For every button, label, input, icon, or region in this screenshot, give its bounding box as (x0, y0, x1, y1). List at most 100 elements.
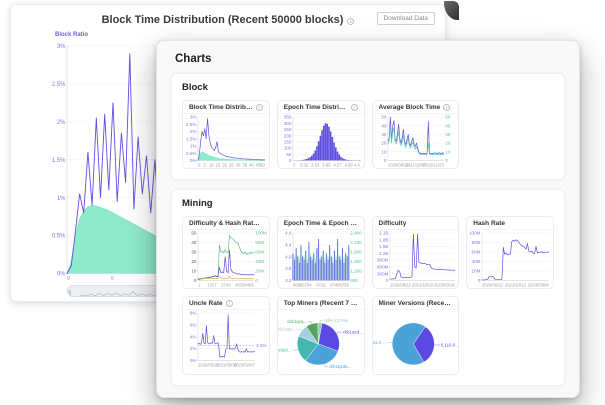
svg-text:2020/05/25: 2020/05/25 (198, 363, 220, 368)
svg-text:4.27: 4.27 (333, 163, 342, 168)
chart-card[interactable]: Uncle Rate i 8% 6% 4% 2% 0% 2020/05/25 2021/09… (182, 296, 270, 375)
svg-text:20M: 20M (255, 269, 264, 274)
chart-canvas[interactable]: 4.8 4.4 4.0 3.6 3.2 2,400 2,100 1,800 1,500 1,200… (278, 230, 364, 288)
chart-card[interactable]: Difficulty & Hash Rate & Uncle Rate 50 40… (182, 216, 270, 289)
svg-text:ckb1qzd...: ckb1qzd... (342, 330, 362, 335)
svg-text:2%: 2% (190, 346, 197, 351)
chart-canvas[interactable]: 50 40 30 20 10 0 50 40 30 20 10 0 2020/08/22 2021/10/… (373, 114, 459, 168)
svg-text:0: 0 (385, 278, 388, 283)
svg-text:80M: 80M (255, 240, 264, 245)
download-data-button[interactable]: Download Data (376, 12, 435, 25)
chart-canvas[interactable]: 50 40 30 20 10 0 100M 80M 60M 40M 20M 0 1 1317 2743 403… (183, 230, 269, 288)
chart-card[interactable]: Miner Versions (Recent 7 days) 0.110.0 .… (371, 296, 460, 375)
svg-text:0: 0 (67, 276, 70, 281)
chart-canvas[interactable]: 2.1B 1.8B 1.5B 1.2B 900M 600M 300M 0 2020/08/22 2… (373, 230, 459, 288)
svg-text:20M: 20M (472, 269, 481, 274)
svg-text:5: 5 (203, 163, 206, 168)
svg-text:300M: 300M (377, 271, 389, 276)
chart-card-title: Difficulty & Hash Rate & Uncle Rate (189, 220, 263, 227)
svg-text:2023/03/18: 2023/03/18 (433, 283, 455, 288)
chart-canvas[interactable]: 350 300 250 200 150 100 50 0 3 3.32 3.63 3.95 4.27 4.… (278, 114, 364, 168)
svg-text:3.32: 3.32 (300, 163, 309, 168)
svg-text:2021/09/30: 2021/09/30 (216, 363, 238, 368)
svg-text:50: 50 (191, 231, 197, 236)
svg-text:50: 50 (286, 152, 292, 157)
svg-text:2021/10/19: 2021/10/19 (411, 283, 433, 288)
svg-text:50: 50 (381, 115, 387, 120)
svg-text:0.110.0 ...: 0.110.0 ... (440, 342, 458, 347)
svg-text:2%: 2% (57, 120, 66, 126)
chart-card-title: Top Miners (Recent 7 days) (283, 300, 358, 307)
svg-text:350: 350 (284, 115, 292, 120)
svg-text:2021/10/12: 2021/10/12 (505, 283, 527, 288)
svg-text:4033: 4033 (235, 283, 245, 288)
chart-legend: Block Ratio (55, 32, 89, 38)
svg-text:300: 300 (284, 121, 292, 126)
svg-text:3.6: 3.6 (285, 266, 292, 271)
chart-card-header: Uncle Rate i (183, 297, 269, 310)
chart-card[interactable]: Epoch Time Distribution i 35030025020015… (276, 100, 365, 169)
chart-card[interactable]: Average Block Time i 50 40 30 20 10 0 50 40 30 20… (371, 100, 460, 169)
svg-text:1.2B: 1.2B (379, 251, 388, 256)
svg-text:2020/08/22: 2020/08/22 (387, 163, 409, 168)
svg-text:2743: 2743 (221, 283, 231, 288)
chart-card[interactable]: Block Time Distribution i 3% 2.5% 2% 1.5% 1%… (182, 100, 270, 169)
svg-text:2023/02/07: 2023/02/07 (234, 363, 256, 368)
chart-card-header: Epoch Time Distribution i (277, 101, 364, 114)
svg-text:6722: 6722 (316, 283, 326, 288)
svg-text:5: 5 (111, 276, 114, 281)
chart-card[interactable]: Hash Rate 100M 80M 60M 40M 20M 0 2020/06/22 202… (466, 216, 554, 289)
svg-text:3%: 3% (57, 44, 66, 50)
svg-text:2.5%: 2.5% (186, 122, 196, 127)
chart-card-header: Difficulty & Hash Rate & Uncle Rate (183, 217, 269, 230)
svg-text:100M: 100M (469, 231, 481, 236)
svg-text:40M: 40M (472, 259, 481, 264)
svg-text:2023/03/04: 2023/03/04 (528, 283, 550, 288)
svg-text:8%: 8% (190, 311, 197, 316)
svg-text:900M: 900M (377, 258, 389, 263)
svg-text:80M: 80M (472, 240, 481, 245)
svg-text:0.5%: 0.5% (52, 234, 66, 240)
chart-canvas[interactable]: 3% 2.5% 2% 1.5% 1% 0.5% 0% 0 5 10 15 20 25 30 35 40 45 50 (183, 114, 269, 168)
svg-text:2020/06/22: 2020/06/22 (482, 283, 504, 288)
back-window-title-text: Block Time Distribution (Recent 50000 bl… (101, 14, 344, 26)
info-icon[interactable]: i (347, 18, 355, 25)
svg-text:900: 900 (350, 278, 358, 283)
svg-text:15: 15 (216, 163, 221, 168)
svg-text:other (3.0%): other (3.0%) (324, 318, 349, 323)
info-icon[interactable]: i (225, 300, 233, 307)
svg-text:2.5%: 2.5% (52, 82, 66, 88)
chart-card-header: Hash Rate (467, 217, 553, 230)
svg-text:40M: 40M (255, 259, 264, 264)
svg-text:45: 45 (256, 163, 261, 168)
svg-text:2,400: 2,400 (350, 231, 362, 236)
svg-text:1317: 1317 (207, 283, 217, 288)
info-icon[interactable]: i (255, 104, 263, 111)
svg-text:20: 20 (191, 259, 197, 264)
info-icon[interactable]: i (350, 104, 358, 111)
chart-canvas[interactable]: 8% 6% 4% 2% 0% 2020/05/25 2021/09/30 2023/02/07… (183, 310, 269, 368)
svg-text:50: 50 (260, 163, 265, 168)
svg-text:3.95: 3.95 (322, 163, 331, 168)
svg-text:2%: 2% (190, 129, 197, 134)
svg-text:4.4: 4.4 (285, 243, 292, 248)
svg-text:100M: 100M (255, 231, 267, 236)
svg-text:2.1B: 2.1B (379, 231, 388, 236)
chart-card-header: Block Time Distribution i (183, 101, 269, 114)
svg-text:2.5%: 2.5% (256, 343, 266, 348)
chart-canvas[interactable]: 100M 80M 60M 40M 20M 0 2020/06/22 2021/10/12 202… (467, 230, 553, 288)
chart-card[interactable]: Difficulty 2.1B 1.8B 1.5B 1.2B 900M 600M 300M 0… (371, 216, 460, 289)
mining-section-heading: Mining (182, 198, 213, 209)
chart-card-header: Difficulty (372, 217, 459, 230)
info-icon[interactable]: i (443, 104, 451, 111)
chart-card[interactable]: Top Miners (Recent 7 days) ckb1qzd...ckb… (276, 296, 365, 375)
svg-text:10: 10 (445, 149, 451, 154)
svg-text:0%: 0% (190, 358, 197, 363)
chart-canvas[interactable]: ckb1qzd... ckb1qzda... ckb1qzda0... ckb1qgx… (278, 310, 364, 374)
chart-card[interactable]: Epoch Time & Epoch Length 4.8 4.4 4.0 3.6 3.… (276, 216, 365, 289)
chart-card-title: Difficulty (378, 220, 407, 227)
chart-card-title: Hash Rate (473, 220, 506, 227)
svg-text:6758: 6758 (339, 283, 349, 288)
chart-canvas[interactable]: 0.110.0 ... 0.111.0 ... (372, 310, 458, 374)
